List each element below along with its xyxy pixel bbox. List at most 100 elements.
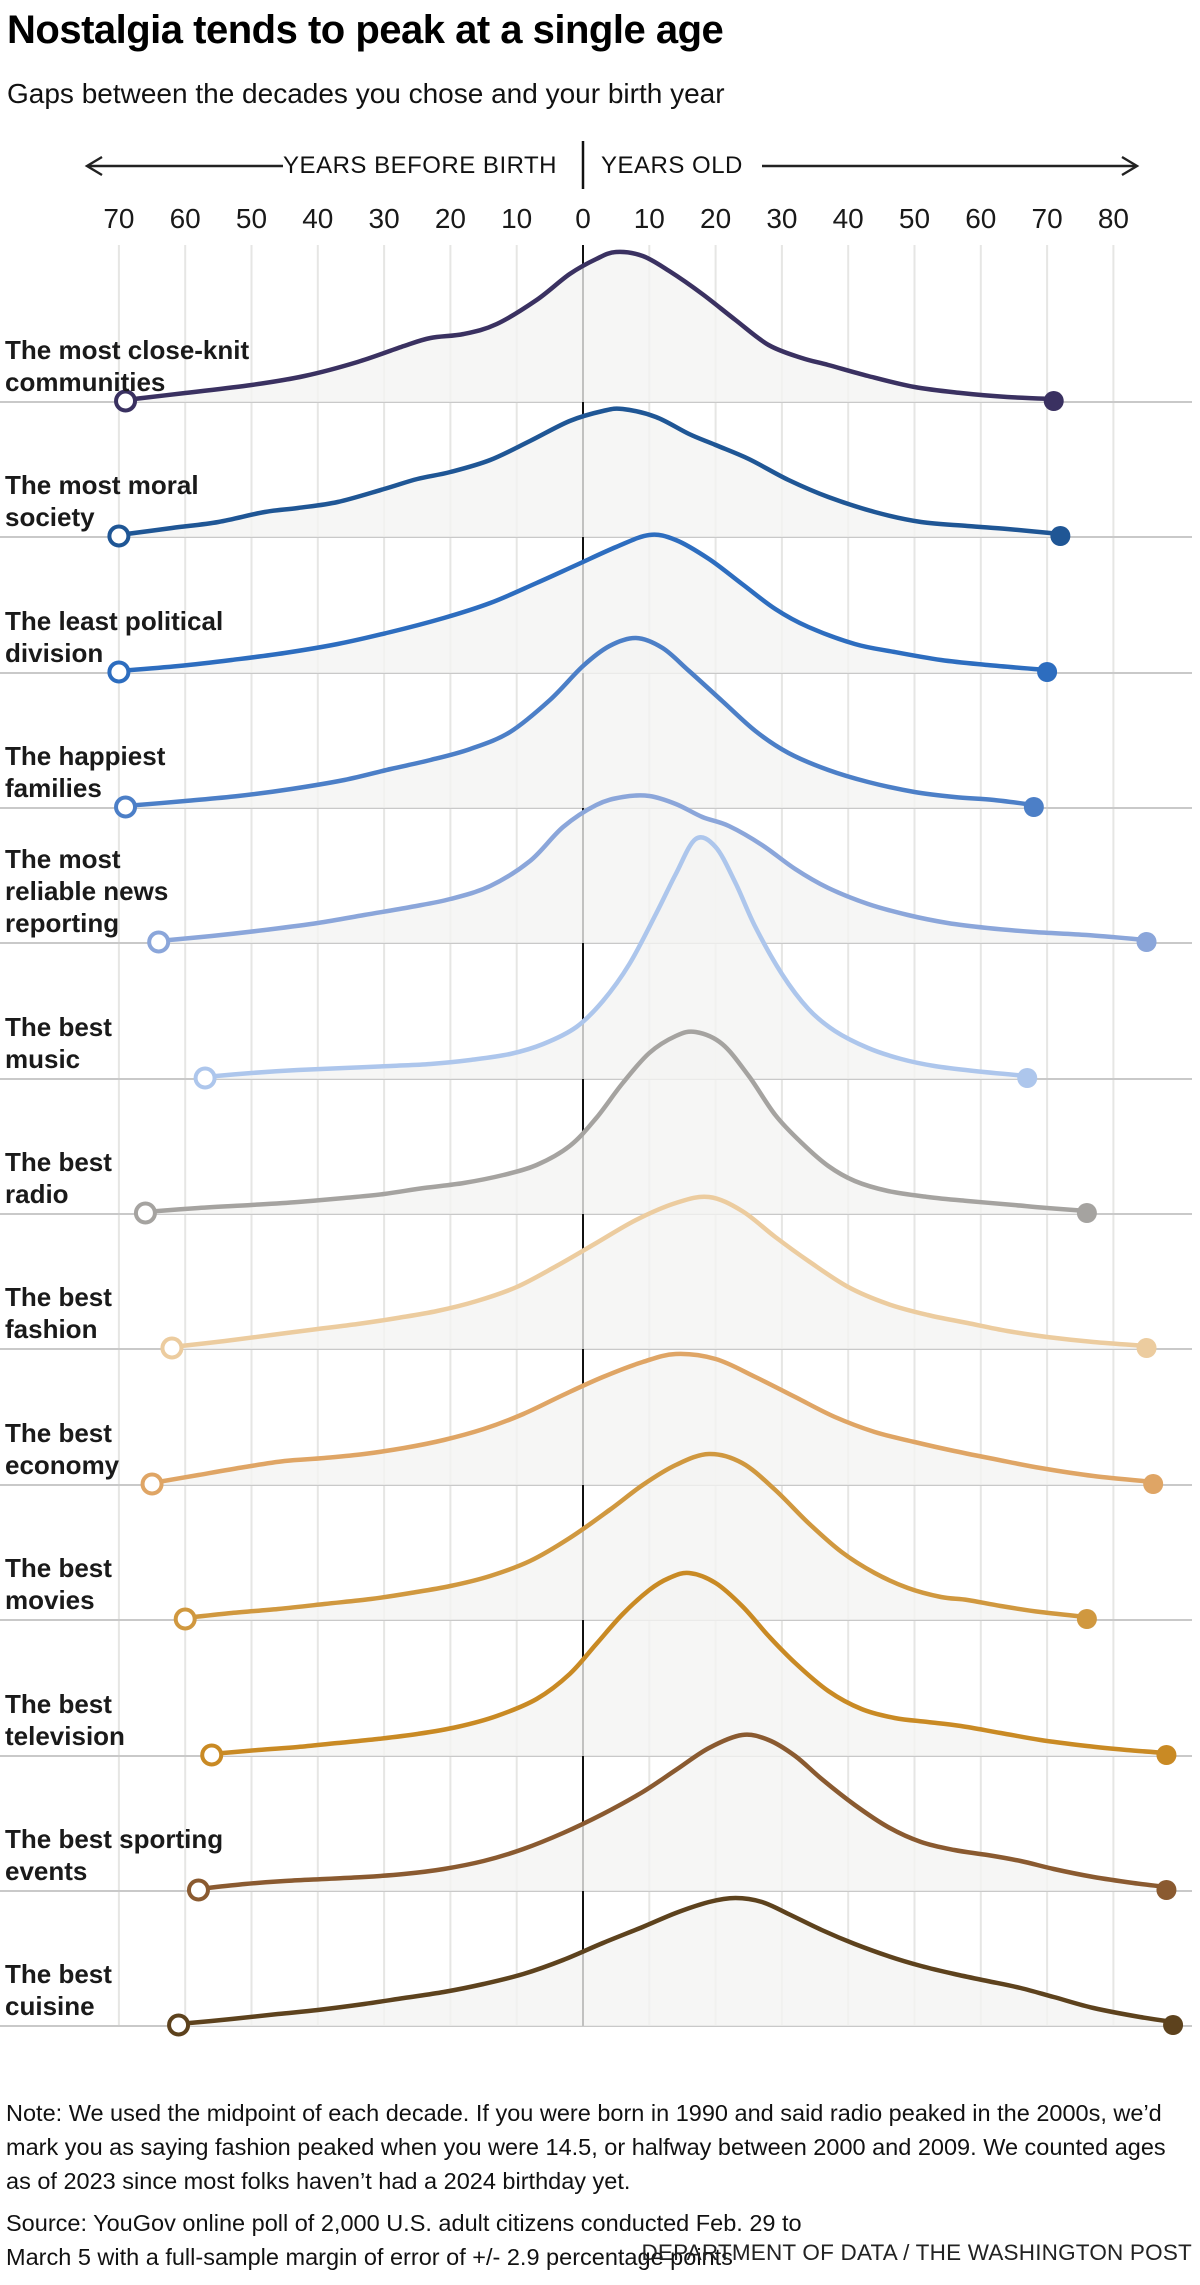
ridge-best-radio xyxy=(133,1029,1097,1225)
series-label-close-knit-communities: The most close-knit communities xyxy=(5,334,249,398)
chart-subtitle: Gaps between the decades you chose and y… xyxy=(7,78,725,109)
page-title: Nostalgia tends to peak at a single age xyxy=(7,8,724,52)
end-dot xyxy=(1023,797,1044,817)
axis-label-years-before-birth: YEARS BEFORE BIRTH xyxy=(283,152,557,179)
ridge-line xyxy=(143,1029,1090,1215)
axis-tick-label: 40 xyxy=(833,203,864,234)
ridge-fill xyxy=(158,795,1147,943)
series-label-line: society xyxy=(5,502,95,532)
axis-tick-label: 10 xyxy=(501,203,532,234)
series-label-best-fashion: The best fashion xyxy=(5,1281,112,1345)
series-label-line: economy xyxy=(5,1450,120,1480)
start-open-dot xyxy=(107,660,131,684)
end-dot xyxy=(1143,1474,1164,1494)
ridge-best-fashion xyxy=(160,1194,1157,1360)
axis-tick-label: 0 xyxy=(575,203,591,234)
ridge-reliable-news-reporting xyxy=(147,793,1157,954)
ridge-moral-society xyxy=(107,406,1071,548)
series-label-best-cuisine: The best cuisine xyxy=(5,1958,112,2022)
series-label-best-music: The best music xyxy=(5,1011,112,1075)
start-open-dot xyxy=(193,1066,217,1090)
series-label-line: radio xyxy=(5,1179,69,1209)
series-label-line: The best xyxy=(5,1959,112,1989)
series-label-line: families xyxy=(5,773,102,803)
start-open-dot xyxy=(140,1472,164,1496)
start-open-dot xyxy=(114,389,138,413)
end-dot xyxy=(1156,1745,1177,1765)
end-dot xyxy=(1043,391,1064,411)
series-label-best-radio: The best radio xyxy=(5,1146,112,1210)
axis-tick-label: 50 xyxy=(236,203,267,234)
end-dot xyxy=(1037,662,1058,682)
series-label-line: The least political xyxy=(5,606,224,636)
chart-source: Source: YouGov online poll of 2,000 U.S.… xyxy=(6,2210,802,2270)
ridge-fill xyxy=(211,1572,1167,1756)
ridge-happiest-families xyxy=(114,635,1044,819)
ridge-fill xyxy=(185,1453,1087,1620)
series-label-line: The best xyxy=(5,1553,112,1583)
axis-tick-label: 40 xyxy=(302,203,333,234)
ridge-best-sporting-events xyxy=(186,1732,1177,1902)
end-dot xyxy=(1156,1880,1177,1900)
ridge-fill xyxy=(205,837,1028,1079)
series-label-best-sporting-events: The best sporting events xyxy=(5,1823,223,1887)
ridge-line xyxy=(116,406,1063,538)
start-open-dot xyxy=(186,1878,210,1902)
end-dot xyxy=(1076,1609,1097,1629)
end-dot xyxy=(1136,932,1157,952)
axis-label-years-old: YEARS OLD xyxy=(601,152,743,179)
series-label-line: fashion xyxy=(5,1314,98,1344)
ridge-fill xyxy=(118,534,1048,673)
series-label-line: The best sporting xyxy=(5,1824,224,1854)
ridge-fill xyxy=(152,1353,1154,1485)
ridge-line xyxy=(149,1351,1156,1486)
ridge-best-music xyxy=(193,835,1038,1090)
ridge-line xyxy=(156,793,1149,944)
series-label-line: The best xyxy=(5,1689,112,1719)
end-dot xyxy=(1136,1338,1157,1358)
axis-tick-label: 30 xyxy=(766,203,797,234)
right-arrow-head-icon xyxy=(1121,155,1140,177)
start-open-dot xyxy=(147,930,171,954)
ridge-fill xyxy=(118,408,1061,537)
start-open-dot xyxy=(167,2013,191,2037)
ridge-line xyxy=(176,1895,1176,2027)
axis-tick-label: 60 xyxy=(965,203,996,234)
ridge-best-television xyxy=(200,1570,1177,1767)
series-label-reliable-news-reporting: The most reliable news reporting xyxy=(5,843,168,939)
ridge-line xyxy=(169,1194,1149,1350)
axis-arrows xyxy=(84,155,1140,177)
ridge-least-political-division xyxy=(107,532,1058,684)
series-label-line: television xyxy=(5,1721,125,1751)
series-label-line: reporting xyxy=(5,908,120,938)
series-label-line: The best xyxy=(5,1282,112,1312)
series-label-line: reliable news xyxy=(5,876,169,906)
series-label-best-movies: The best movies xyxy=(5,1552,112,1616)
series-label-best-television: The best television xyxy=(5,1688,125,1752)
series-label-line: The happiest xyxy=(5,741,166,771)
ridge-best-movies xyxy=(173,1451,1097,1631)
chart-credit: DEPARTMENT OF DATA / THE WASHINGTON POST xyxy=(641,2240,1192,2265)
start-open-dot xyxy=(160,1336,184,1360)
series-label-line: events xyxy=(5,1856,88,1886)
series-label-moral-society: The most moral society xyxy=(5,469,199,533)
ridge-fill xyxy=(125,637,1034,808)
axis-tick-label: 60 xyxy=(170,203,201,234)
end-dot xyxy=(1076,1203,1097,1223)
series-label-line: The best xyxy=(5,1012,112,1042)
ridge-line xyxy=(209,1570,1169,1757)
chart-note: Note: We used the midpoint of each decad… xyxy=(6,2100,1166,2194)
series-label-line: The best xyxy=(5,1147,112,1177)
left-arrow-head-icon xyxy=(84,155,103,177)
series-label-line: The most close-knit xyxy=(5,335,250,365)
end-dot xyxy=(1050,526,1071,546)
start-open-dot xyxy=(107,524,131,548)
axis-ticks: 70 60 50 40 30 20 10 0 10 20 30 40 50 60 70 80 xyxy=(103,203,1129,234)
axis-tick-label: 30 xyxy=(369,203,400,234)
series-label-line: division xyxy=(5,638,104,668)
ridge-fill xyxy=(178,1898,1174,2026)
axis-tick-label: 80 xyxy=(1098,203,1129,234)
ridge-line xyxy=(182,1451,1090,1621)
axis-tick-label: 20 xyxy=(435,203,466,234)
